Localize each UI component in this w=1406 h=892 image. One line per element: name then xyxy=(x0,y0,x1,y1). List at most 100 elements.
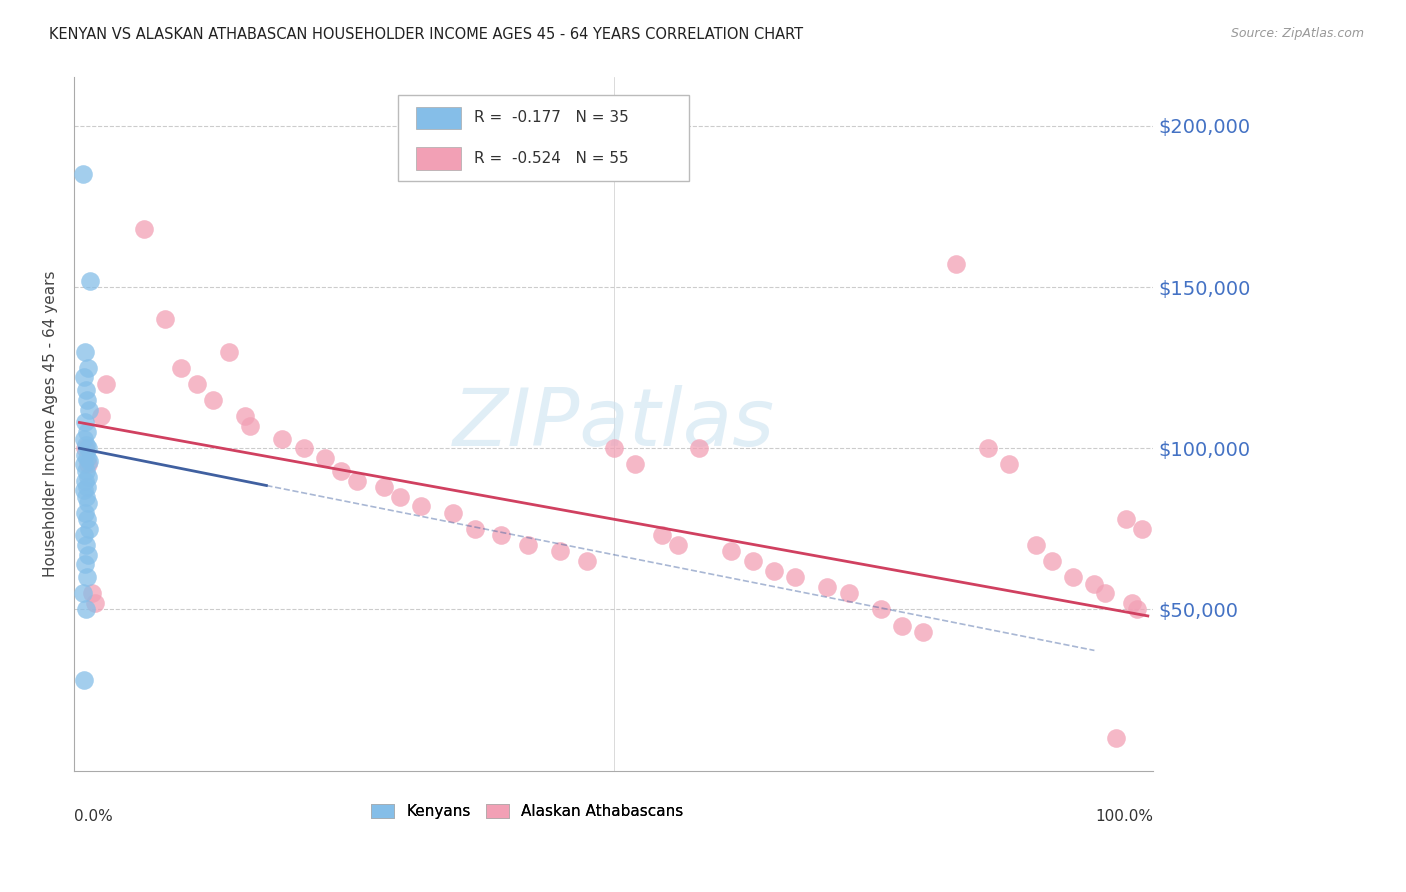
Point xyxy=(314,450,336,465)
Text: R =  -0.177   N = 35: R = -0.177 N = 35 xyxy=(474,110,628,125)
Point xyxy=(73,344,96,359)
Point xyxy=(292,442,315,456)
Point xyxy=(1132,522,1154,536)
Point xyxy=(94,376,117,391)
Point xyxy=(785,570,807,584)
Point xyxy=(72,167,94,181)
Point xyxy=(575,554,598,568)
Point xyxy=(76,570,98,584)
Point xyxy=(75,438,97,452)
Text: 0.0%: 0.0% xyxy=(75,809,112,824)
Point xyxy=(651,528,673,542)
Point xyxy=(73,370,96,384)
Point xyxy=(73,558,96,572)
Point xyxy=(73,458,96,472)
Point xyxy=(491,528,513,542)
Point xyxy=(838,586,860,600)
Text: Source: ZipAtlas.com: Source: ZipAtlas.com xyxy=(1230,27,1364,40)
Point xyxy=(73,416,96,430)
Point xyxy=(77,442,100,456)
FancyBboxPatch shape xyxy=(416,147,461,169)
FancyBboxPatch shape xyxy=(398,95,689,181)
Legend: Kenyans, Alaskan Athabascans: Kenyans, Alaskan Athabascans xyxy=(366,798,689,825)
Point xyxy=(869,602,891,616)
Point xyxy=(1062,570,1084,584)
Point xyxy=(79,274,101,288)
Text: ZIPatlas: ZIPatlas xyxy=(453,385,775,463)
Point xyxy=(517,538,540,552)
Point xyxy=(73,483,96,498)
Point xyxy=(1105,731,1128,746)
Point xyxy=(912,625,935,640)
Point xyxy=(330,464,353,478)
Point xyxy=(77,522,100,536)
Point xyxy=(1025,538,1047,552)
Point xyxy=(75,383,97,397)
Text: R =  -0.524   N = 55: R = -0.524 N = 55 xyxy=(474,151,628,166)
Point xyxy=(233,409,256,423)
Point xyxy=(84,596,107,610)
Point xyxy=(891,618,914,632)
Point xyxy=(945,257,967,271)
Point xyxy=(976,442,998,456)
Point xyxy=(153,312,176,326)
Point xyxy=(73,448,96,462)
Point xyxy=(548,544,571,558)
Point xyxy=(762,564,785,578)
Point xyxy=(73,432,96,446)
Point xyxy=(82,586,104,600)
Point xyxy=(271,432,294,446)
Point xyxy=(73,442,96,456)
Point xyxy=(998,458,1021,472)
Point xyxy=(76,512,98,526)
Point xyxy=(77,360,100,375)
Point xyxy=(77,402,100,417)
Point xyxy=(741,554,763,568)
Point xyxy=(73,506,96,520)
Point xyxy=(75,602,97,616)
Point xyxy=(1083,576,1105,591)
Point xyxy=(76,392,98,407)
Point xyxy=(1094,586,1116,600)
Point xyxy=(201,392,224,407)
Point xyxy=(75,490,97,504)
Point xyxy=(1126,602,1149,616)
Point xyxy=(73,673,96,688)
Point xyxy=(624,458,647,472)
Point xyxy=(75,464,97,478)
Point xyxy=(411,500,433,514)
Point xyxy=(388,490,411,504)
Point xyxy=(373,480,395,494)
Point xyxy=(170,360,193,375)
Point xyxy=(77,470,100,484)
Point xyxy=(90,409,112,423)
Point xyxy=(76,480,98,494)
Point xyxy=(441,506,464,520)
Point xyxy=(218,344,240,359)
Point xyxy=(76,425,98,439)
Point xyxy=(72,586,94,600)
Point xyxy=(73,528,96,542)
Point xyxy=(186,376,208,391)
Point xyxy=(77,454,100,468)
Point xyxy=(602,442,624,456)
Point xyxy=(77,496,100,510)
Point xyxy=(239,418,262,433)
Y-axis label: Householder Income Ages 45 - 64 years: Householder Income Ages 45 - 64 years xyxy=(44,271,58,577)
Point xyxy=(666,538,689,552)
Point xyxy=(73,474,96,488)
Point xyxy=(720,544,742,558)
Text: 100.0%: 100.0% xyxy=(1095,809,1153,824)
Point xyxy=(1115,512,1137,526)
Point xyxy=(75,538,97,552)
Point xyxy=(1040,554,1063,568)
Point xyxy=(1121,596,1143,610)
Text: KENYAN VS ALASKAN ATHABASCAN HOUSEHOLDER INCOME AGES 45 - 64 YEARS CORRELATION C: KENYAN VS ALASKAN ATHABASCAN HOUSEHOLDER… xyxy=(49,27,803,42)
Point xyxy=(815,580,838,594)
Point xyxy=(688,442,710,456)
Point xyxy=(77,548,100,562)
FancyBboxPatch shape xyxy=(416,106,461,128)
Point xyxy=(132,222,155,236)
Point xyxy=(346,474,368,488)
Point xyxy=(464,522,486,536)
